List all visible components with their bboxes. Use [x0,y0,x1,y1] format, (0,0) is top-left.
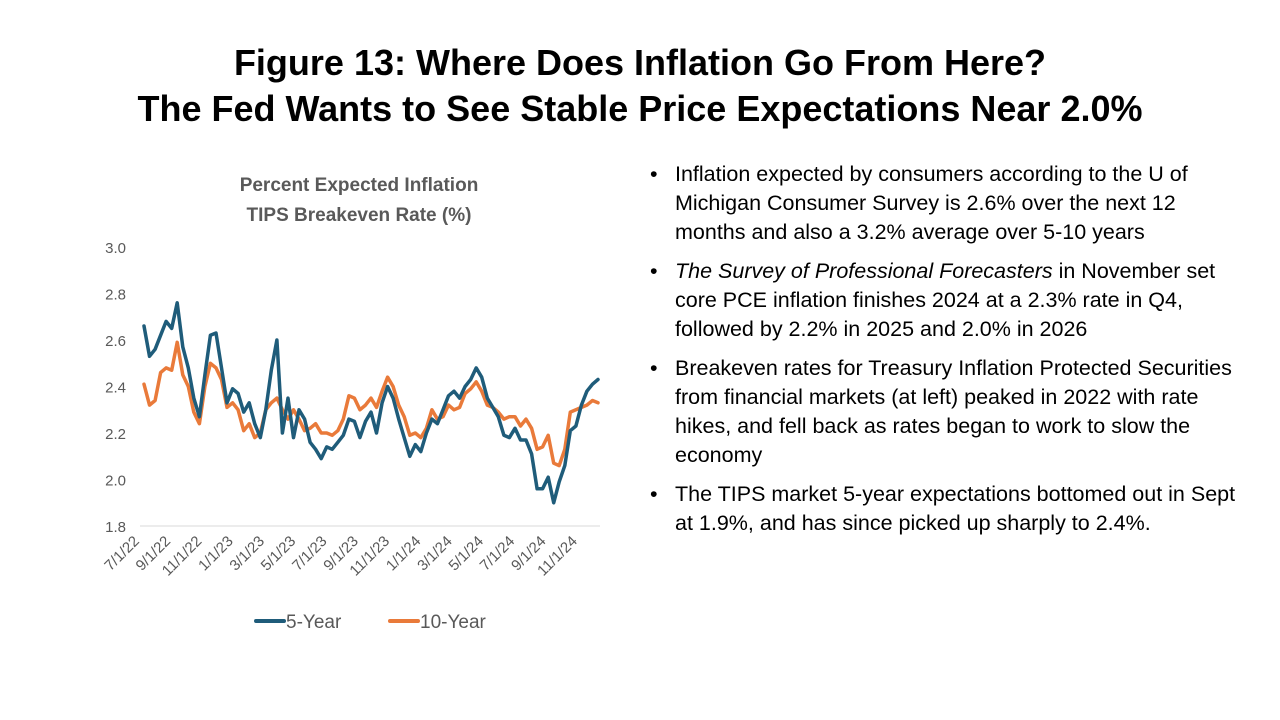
breakeven-chart: Percent Expected Inflation TIPS Breakeve… [90,160,620,650]
y-tick-label: 2.2 [105,426,126,443]
series-line-ten-year [142,340,600,468]
title-line-2: The Fed Wants to See Stable Price Expect… [137,88,1143,129]
x-tick-label: 5/1/23 [258,533,300,575]
bullet-item: Inflation expected by consumers accordin… [648,160,1248,247]
y-axis: 1.8 2.0 2.2 2.4 2.6 2.8 3.0 [105,240,126,536]
legend-item-ten-year-label: 10-Year [420,612,487,633]
chart-title: Percent Expected Inflation [240,175,479,196]
title-line-1: Figure 13: Where Does Inflation Go From … [233,42,1047,83]
legend: 5-Year 10-Year [254,612,487,633]
chart-subtitle: TIPS Breakeven Rate (%) [247,205,472,226]
y-tick-label: 3.0 [105,240,126,257]
page-title: Figure 13: Where Does Inflation Go From … [0,40,1280,132]
bullet-text-3: Breakeven rates for Treasury Inflation P… [675,356,1232,467]
x-tick-label: 1/1/23 [195,533,237,575]
x-tick-label: 7/1/22 [101,533,143,575]
bullet-text-2: in November set core PCE inflation finis… [675,259,1216,341]
bullet-text-1: Inflation expected by consumers accordin… [675,162,1188,244]
bullet-list: Inflation expected by consumers accordin… [648,160,1248,548]
y-tick-label: 2.6 [105,333,126,350]
series-line-five-year [142,301,600,505]
chart-svg: Percent Expected Inflation TIPS Breakeve… [101,175,600,633]
bullet-item: The TIPS market 5-year expectations bott… [648,480,1248,538]
series-lines [142,301,600,505]
x-axis: 7/1/229/1/2211/1/221/1/233/1/235/1/237/1… [101,533,581,580]
bullet-text-2-italic: The Survey of Professional Forecasters [675,259,1053,283]
x-tick-label: 7/1/23 [289,533,331,575]
x-tick-label: 3/1/23 [226,533,268,575]
legend-item-five-year-label: 5-Year [286,612,342,633]
y-tick-label: 2.8 [105,287,126,304]
y-tick-label: 2.4 [105,380,126,397]
bullet-item: The Survey of Professional Forecasters i… [648,257,1248,344]
y-tick-label: 2.0 [105,473,126,490]
bullet-item: Breakeven rates for Treasury Inflation P… [648,354,1248,470]
bullet-text-4: The TIPS market 5-year expectations bott… [675,482,1236,535]
y-tick-label: 1.8 [105,519,126,536]
x-tick-label: 5/1/24 [445,533,487,575]
x-tick-label: 3/1/24 [414,533,456,575]
x-tick-label: 7/1/24 [477,533,519,575]
x-tick-label: 1/1/24 [383,533,425,575]
